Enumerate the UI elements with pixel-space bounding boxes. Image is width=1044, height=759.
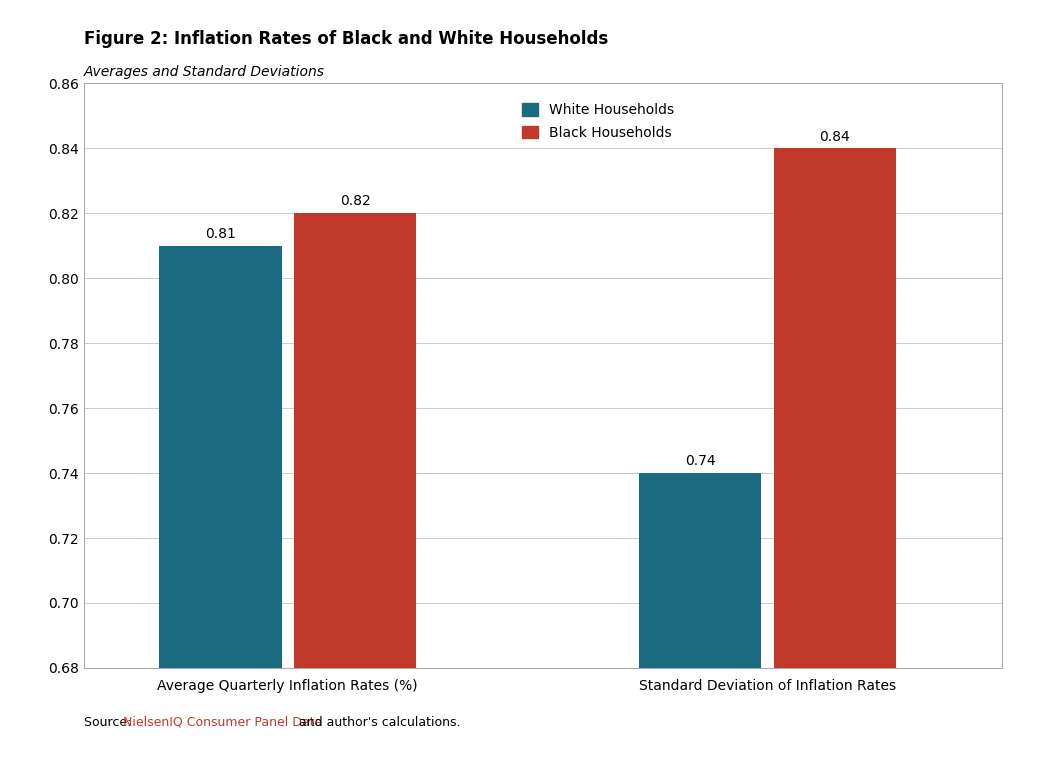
Text: Source:: Source: xyxy=(84,716,135,729)
Text: and author's calculations.: and author's calculations. xyxy=(295,716,461,729)
Bar xyxy=(774,149,896,668)
Text: NielsenIQ Consumer Panel Data: NielsenIQ Consumer Panel Data xyxy=(123,716,323,729)
Bar xyxy=(639,473,761,668)
Text: Averages and Standard Deviations: Averages and Standard Deviations xyxy=(84,65,325,78)
Text: 0.81: 0.81 xyxy=(205,227,236,241)
Bar xyxy=(159,246,282,668)
Text: 0.82: 0.82 xyxy=(339,194,371,209)
Text: 0.84: 0.84 xyxy=(820,130,850,143)
Legend: White Households, Black Households: White Households, Black Households xyxy=(515,96,682,146)
Bar xyxy=(293,213,417,668)
Text: 0.74: 0.74 xyxy=(685,454,715,468)
Text: Figure 2: Inflation Rates of Black and White Households: Figure 2: Inflation Rates of Black and W… xyxy=(84,30,608,49)
